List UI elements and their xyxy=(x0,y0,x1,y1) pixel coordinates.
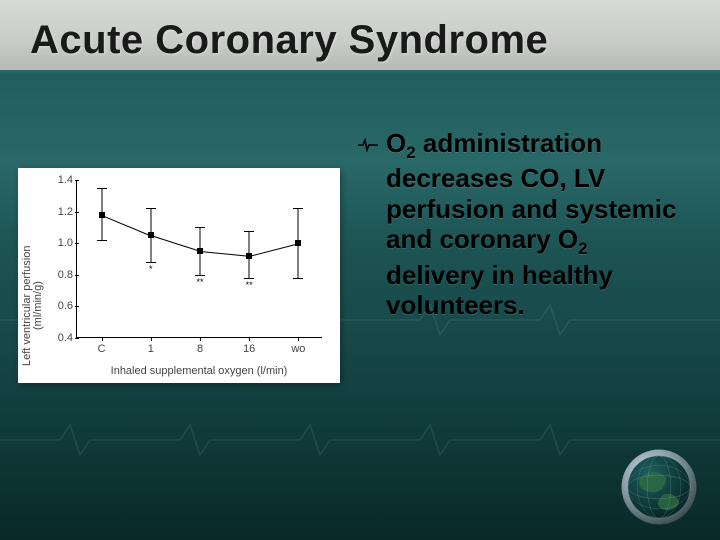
chart-errorcap xyxy=(244,231,254,232)
bullet-block: O2 administration decreases CO, LV perfu… xyxy=(358,128,690,321)
chart-xtick: 8 xyxy=(197,343,203,355)
chart-point xyxy=(148,232,154,238)
chart-ylabel: Left ventricular perfusion (ml/min/g) xyxy=(22,228,36,383)
chart-point xyxy=(295,240,301,246)
chart-xlabel: Inhaled supplemental oxygen (l/min) xyxy=(76,365,322,377)
chart-line-segment xyxy=(200,251,249,257)
bullet-sub2: 2 xyxy=(578,240,587,259)
bullet-row: O2 administration decreases CO, LV perfu… xyxy=(358,128,690,321)
chart-ytick: 0.4 xyxy=(43,332,73,344)
chart-errorcap xyxy=(97,240,107,241)
chart-ytick: 1.2 xyxy=(43,206,73,218)
chart-errorcap xyxy=(293,208,303,209)
chart-xtick: 16 xyxy=(243,343,255,355)
chart-significance-mark: ** xyxy=(246,280,253,290)
chart-ytick: 1.0 xyxy=(43,237,73,249)
chart-errorcap xyxy=(97,188,107,189)
globe-ornament xyxy=(620,448,698,526)
ecg-wave-band xyxy=(0,420,720,460)
chart-errorcap xyxy=(146,262,156,263)
chart-plot-area: 0.40.60.81.01.21.4C1816wo***** xyxy=(76,180,322,338)
chart-significance-mark: ** xyxy=(196,277,203,287)
bullet-text-pre: O xyxy=(386,128,406,158)
chart-xtick: C xyxy=(98,343,106,355)
chart-point xyxy=(99,212,105,218)
chart-ytick: 0.8 xyxy=(43,269,73,281)
chart-errorcap xyxy=(244,278,254,279)
chart-xtick: wo xyxy=(291,343,305,355)
chart-errorcap xyxy=(195,227,205,228)
bullet-text-post: delivery in healthy volunteers. xyxy=(386,260,613,321)
pulse-bullet-icon xyxy=(358,138,378,157)
chart-significance-mark: * xyxy=(149,264,153,274)
chart-point xyxy=(197,248,203,254)
chart-errorcap xyxy=(146,208,156,209)
title-bar: Acute Coronary Syndrome xyxy=(30,18,690,78)
chart-errorcap xyxy=(293,278,303,279)
chart-ytick: 1.4 xyxy=(43,174,73,186)
chart-line-segment xyxy=(101,215,151,236)
chart-ytick: 0.6 xyxy=(43,300,73,312)
page-title: Acute Coronary Syndrome xyxy=(30,18,690,63)
bullet-sub1: 2 xyxy=(406,143,415,162)
bullet-text-mid: administration decreases CO, LV perfusio… xyxy=(386,128,676,254)
lv-perfusion-chart: Left ventricular perfusion (ml/min/g) 0.… xyxy=(18,168,340,383)
chart-line-segment xyxy=(150,235,200,252)
chart-line-segment xyxy=(249,243,298,257)
bullet-text: O2 administration decreases CO, LV perfu… xyxy=(386,128,690,321)
chart-point xyxy=(246,253,252,259)
chart-errorcap xyxy=(195,275,205,276)
chart-xtick: 1 xyxy=(148,343,154,355)
